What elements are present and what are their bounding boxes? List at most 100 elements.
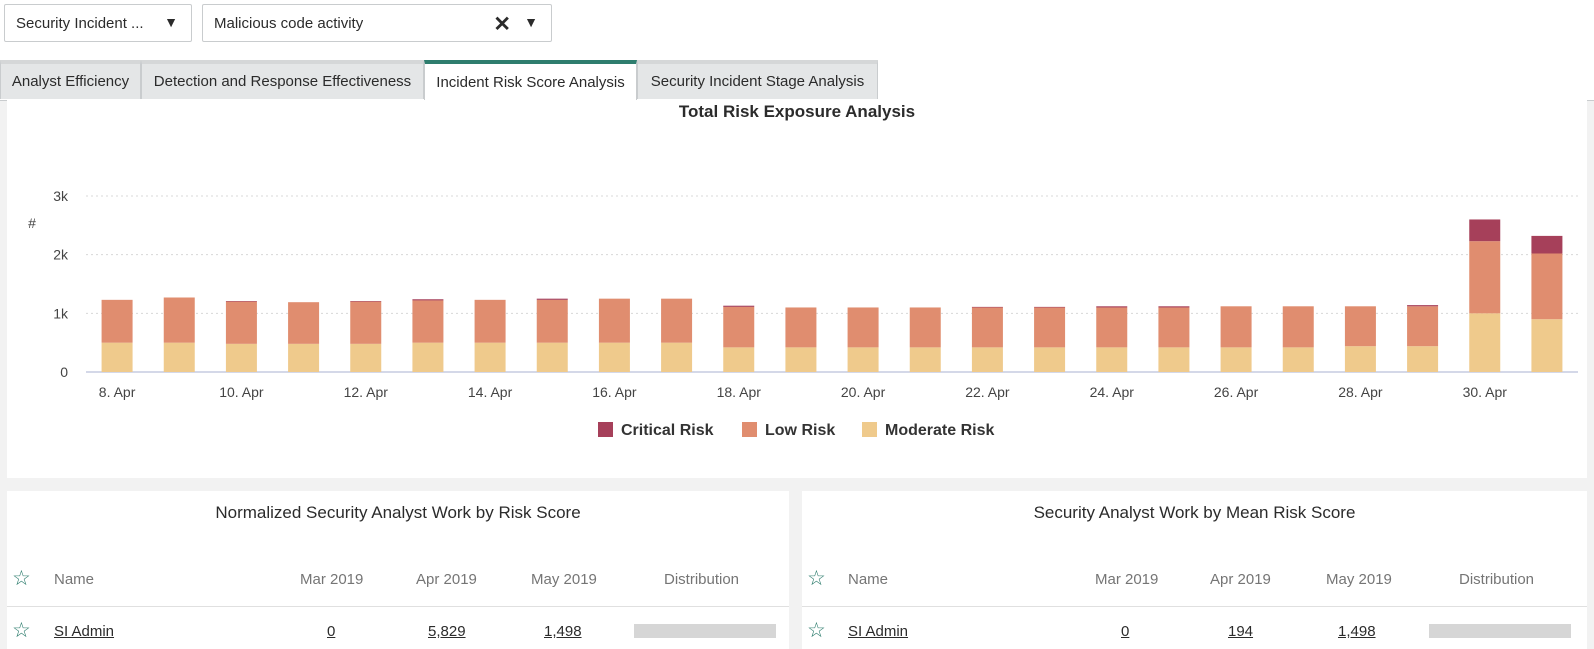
- row-apr-value[interactable]: 5,829: [428, 623, 466, 640]
- tab-label: Incident Risk Score Analysis: [436, 73, 625, 91]
- y-tick-label: 0: [60, 364, 68, 380]
- left-table-title: Normalized Security Analyst Work by Risk…: [215, 503, 581, 522]
- category-filter-select[interactable]: Malicious code activity ✕ ▼: [202, 4, 552, 42]
- row-name-link[interactable]: SI Admin: [54, 623, 115, 640]
- star-outline-icon[interactable]: ☆: [12, 567, 31, 590]
- bar-low-risk: [412, 300, 444, 343]
- caret-down-icon[interactable]: ▼: [164, 14, 178, 30]
- filter-bar: Security Incident ... ▼ Malicious code a…: [0, 0, 1594, 60]
- bar-moderate-risk: [1158, 347, 1190, 372]
- bar-critical-risk: [723, 305, 755, 307]
- tab-analyst-efficiency[interactable]: Analyst Efficiency: [0, 60, 141, 99]
- dashboard-tabs: Analyst Efficiency Detection and Respons…: [0, 60, 1594, 101]
- bar-moderate-risk: [785, 347, 817, 372]
- bar-moderate-risk: [1096, 347, 1128, 372]
- x-tick-label: 30. Apr: [1463, 384, 1508, 400]
- bar-moderate-risk: [163, 342, 195, 372]
- bar-low-risk: [1282, 306, 1314, 348]
- bar-critical-risk: [536, 298, 568, 300]
- row-may-value[interactable]: 1,498: [544, 623, 582, 640]
- column-header-apr[interactable]: Apr 2019: [416, 571, 477, 588]
- column-header-may[interactable]: May 2019: [1326, 571, 1392, 588]
- legend-label: Moderate Risk: [885, 422, 994, 439]
- column-header-mar[interactable]: Mar 2019: [300, 571, 364, 588]
- bar-moderate-risk: [1034, 347, 1066, 372]
- bar-critical-risk: [971, 306, 1003, 308]
- y-axis-label: #: [28, 215, 36, 231]
- bar-moderate-risk: [474, 342, 506, 372]
- close-icon[interactable]: ✕: [493, 13, 511, 36]
- star-outline-icon[interactable]: ☆: [807, 567, 826, 590]
- bar-low-risk: [288, 302, 320, 344]
- star-outline-icon[interactable]: ☆: [807, 619, 826, 642]
- bar-moderate-risk: [225, 343, 257, 372]
- tab-label: Detection and Response Effectiveness: [153, 73, 412, 90]
- bar-critical-risk: [225, 301, 257, 302]
- bar-critical-risk: [1034, 306, 1066, 308]
- bar-low-risk: [1531, 253, 1563, 320]
- tab-incident-stage[interactable]: Security Incident Stage Analysis: [637, 60, 878, 99]
- x-tick-label: 20. Apr: [841, 384, 886, 400]
- x-tick-label: 26. Apr: [1214, 384, 1259, 400]
- x-tick-label: 8. Apr: [99, 384, 136, 400]
- row-divider: [802, 606, 1587, 607]
- tab-label: Analyst Efficiency: [11, 73, 130, 90]
- bar-critical-risk: [350, 301, 382, 302]
- caret-down-icon[interactable]: ▼: [524, 14, 538, 30]
- bar-moderate-risk: [661, 342, 693, 372]
- bar-low-risk: [598, 298, 630, 343]
- bar-moderate-risk: [847, 347, 879, 372]
- bar-moderate-risk: [101, 342, 133, 372]
- right-table-card: [802, 491, 1587, 649]
- y-tick-label: 2k: [53, 247, 69, 263]
- y-tick-label: 3k: [53, 188, 69, 204]
- y-tick-label: 1k: [53, 305, 69, 321]
- row-mar-value[interactable]: 0: [327, 623, 336, 640]
- legend-label: Critical Risk: [621, 422, 714, 439]
- column-header-may[interactable]: May 2019: [531, 571, 597, 588]
- column-header-name[interactable]: Name: [54, 571, 95, 588]
- bar-low-risk: [101, 299, 133, 343]
- row-apr-value[interactable]: 194: [1228, 623, 1254, 640]
- legend-swatch: [862, 422, 877, 437]
- bar-moderate-risk: [909, 347, 941, 372]
- bar-moderate-risk: [1531, 319, 1563, 372]
- tab-detection-response[interactable]: Detection and Response Effectiveness: [141, 60, 424, 99]
- bar-low-risk: [225, 301, 257, 344]
- bar-moderate-risk: [288, 343, 320, 372]
- column-header-distribution: Distribution: [664, 571, 740, 588]
- bar-critical-risk: [1096, 306, 1128, 308]
- column-header-mar[interactable]: Mar 2019: [1095, 571, 1159, 588]
- x-tick-label: 10. Apr: [219, 384, 264, 400]
- row-mar-value[interactable]: 0: [1121, 623, 1130, 640]
- bar-low-risk: [1096, 307, 1128, 348]
- column-header-apr[interactable]: Apr 2019: [1210, 571, 1271, 588]
- bar-low-risk: [723, 306, 755, 348]
- star-outline-icon[interactable]: ☆: [12, 619, 31, 642]
- bar-critical-risk: [1531, 235, 1563, 254]
- bar-moderate-risk: [412, 342, 444, 372]
- bar-moderate-risk: [598, 342, 630, 372]
- bar-critical-risk: [1407, 305, 1439, 307]
- x-tick-label: 28. Apr: [1338, 384, 1383, 400]
- row-may-value[interactable]: 1,498: [1338, 623, 1376, 640]
- bar-low-risk: [909, 307, 941, 348]
- legend-swatch: [742, 422, 757, 437]
- legend-swatch: [598, 422, 613, 437]
- bar-critical-risk: [1469, 219, 1501, 242]
- risk-exposure-panel: [7, 100, 1587, 478]
- tab-incident-risk-score[interactable]: Incident Risk Score Analysis: [424, 60, 637, 100]
- bar-low-risk: [1344, 306, 1376, 347]
- bar-low-risk: [1034, 307, 1066, 348]
- type-filter-value: Security Incident ...: [16, 14, 144, 32]
- right-table-title: Security Analyst Work by Mean Risk Score: [1033, 503, 1356, 522]
- x-tick-label: 12. Apr: [344, 384, 389, 400]
- bar-moderate-risk: [1344, 346, 1376, 372]
- column-header-name[interactable]: Name: [848, 571, 889, 588]
- risk-exposure-chart: 0 1k 2k 3k #8. Apr 10. Apr 12. Apr 14. Apr 16. A…: [28, 188, 1578, 439]
- bar-low-risk: [661, 298, 693, 343]
- row-name-link[interactable]: SI Admin: [848, 623, 909, 640]
- bar-low-risk: [971, 307, 1003, 348]
- type-filter-select[interactable]: Security Incident ... ▼: [4, 4, 192, 42]
- chart-title: Total Risk Exposure Analysis: [678, 102, 916, 121]
